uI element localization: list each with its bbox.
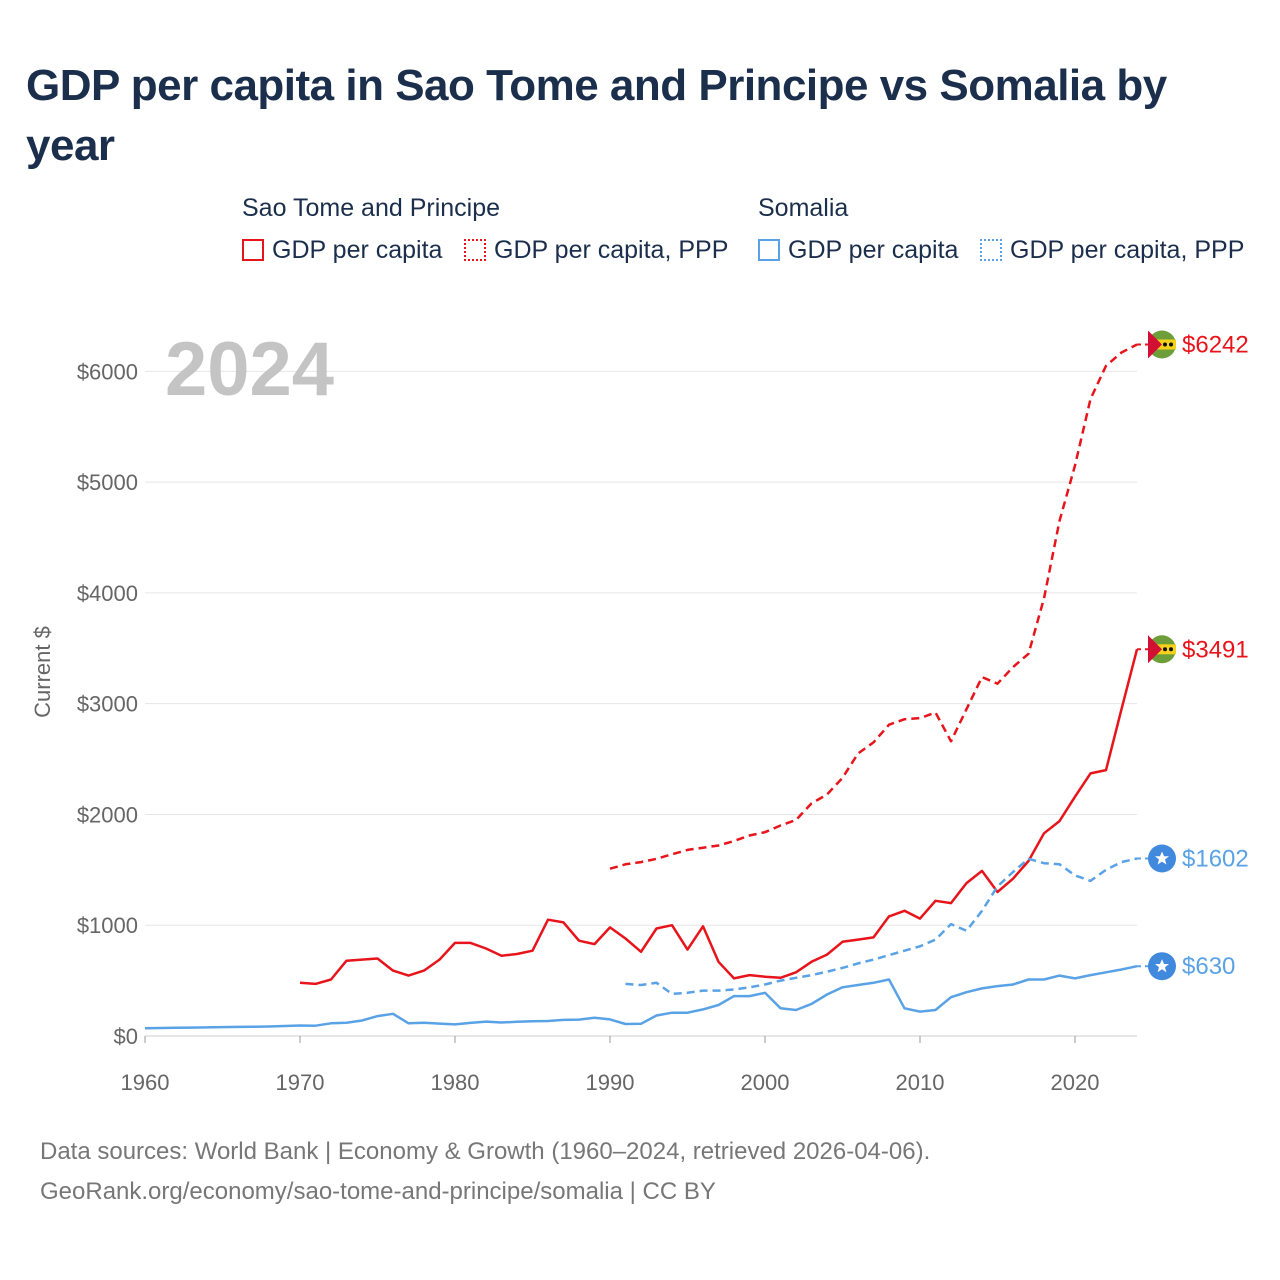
y-tick-label: $5000: [77, 470, 138, 495]
y-axis-title: Current $: [30, 626, 55, 718]
series-line-3: [625, 857, 1138, 996]
x-tick-label: 1960: [121, 1070, 170, 1095]
legend-swatch-solid-blue: [758, 239, 780, 261]
legend-swatch-dotted-red: [464, 239, 486, 261]
chart-title: GDP per capita in Sao Tome and Principe …: [26, 61, 1167, 170]
flag-star: [1163, 647, 1167, 652]
x-axis: 1960 1970 1980 1990 2000 2010 2020: [121, 1036, 1100, 1095]
legend-group-sao-tome: Sao Tome and Principe: [242, 194, 501, 222]
series-line-2: [144, 964, 1138, 1030]
flag-star: [1155, 851, 1169, 865]
year-label: 2024: [165, 327, 334, 412]
y-tick-label: $0: [114, 1024, 138, 1049]
legend-label: GDP per capita, PPP: [494, 235, 729, 264]
end-value-label: $630: [1182, 953, 1235, 980]
footer-sources: Data sources: World Bank | Economy & Gro…: [40, 1138, 931, 1165]
flag-star: [1163, 342, 1167, 347]
footer-link[interactable]: GeoRank.org/economy/sao-tome-and-princip…: [40, 1178, 716, 1205]
gridlines: [145, 370, 1137, 1037]
y-tick-label: $4000: [77, 581, 138, 606]
flag-triangle: [1148, 635, 1162, 664]
somalia-flag-icon: [1148, 952, 1176, 981]
x-tick-label: 2000: [741, 1070, 790, 1095]
flag-star: [1155, 959, 1169, 973]
somalia-flag-icon: [1148, 844, 1176, 873]
legend-group-somalia: Somalia: [758, 194, 849, 222]
y-tick-label: $6000: [77, 359, 138, 384]
x-tick-label: 1980: [431, 1070, 480, 1095]
legend-label: GDP per capita: [272, 235, 443, 264]
legend-label: GDP per capita, PPP: [1010, 235, 1245, 264]
end-value-label: $1602: [1182, 846, 1249, 873]
series-line-1: [609, 343, 1138, 870]
x-tick-label: 1990: [586, 1070, 635, 1095]
series-lines: [144, 343, 1139, 1030]
x-tick-label: 2010: [896, 1070, 945, 1095]
legend-swatch-solid-red: [242, 239, 264, 261]
legend-label: GDP per capita: [788, 235, 959, 264]
x-tick-label: 2020: [1051, 1070, 1100, 1095]
y-tick-label: $1000: [77, 913, 138, 938]
legend-swatch-dotted-blue: [980, 239, 1002, 261]
end-markers: $3491 $6242 $630 $1602: [1137, 330, 1249, 981]
sao-tome-flag-icon: [1148, 330, 1176, 359]
flag-star: [1169, 647, 1173, 652]
y-tick-label: $2000: [77, 802, 138, 827]
y-axis: $0 $1000 $2000 $3000 $4000 $5000 $6000: [77, 359, 138, 1049]
flag-triangle: [1148, 330, 1162, 359]
flag-star: [1169, 342, 1173, 347]
legend-item-sao-tome-gdp-ppp[interactable]: GDP per capita, PPP: [464, 234, 728, 266]
x-tick-label: 1970: [276, 1070, 325, 1095]
end-value-label: $6242: [1182, 332, 1249, 359]
legend-item-somalia-gdp-ppp[interactable]: GDP per capita, PPP: [980, 234, 1244, 266]
legend-item-sao-tome-gdp[interactable]: GDP per capita: [242, 234, 442, 266]
sao-tome-flag-icon: [1148, 635, 1176, 664]
y-tick-label: $3000: [77, 692, 138, 717]
legend-item-somalia-gdp[interactable]: GDP per capita: [758, 234, 958, 266]
series-line-0: [299, 648, 1139, 986]
line-chart: 2024 Current $ $0 $1000 $2000 $3000 $4000 $50…: [30, 327, 1249, 1095]
end-value-label: $3491: [1182, 636, 1249, 663]
